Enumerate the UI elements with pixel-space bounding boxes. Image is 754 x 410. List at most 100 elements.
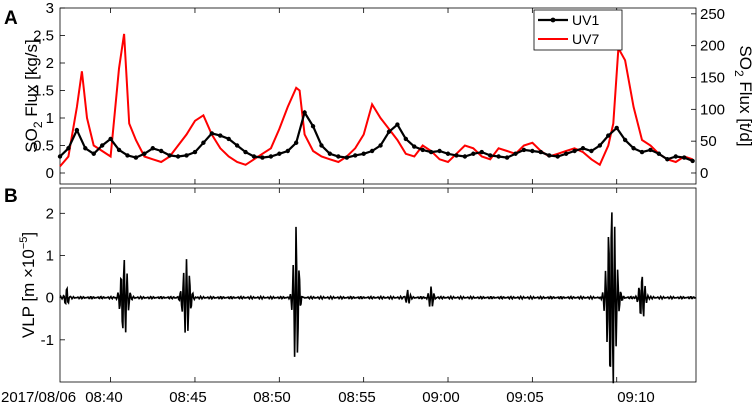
data-point-uv1 xyxy=(420,147,425,153)
data-point-uv1 xyxy=(226,136,231,142)
data-point-uv1 xyxy=(547,153,552,158)
data-point-uv1 xyxy=(555,154,560,159)
data-point-uv1 xyxy=(344,155,349,160)
y-tick-label: 2 xyxy=(46,55,54,72)
series-points-uv1 xyxy=(57,110,695,164)
data-point-uv1 xyxy=(648,147,653,153)
data-point-uv1 xyxy=(319,143,324,148)
data-point-uv1 xyxy=(479,149,484,155)
data-point-uv1 xyxy=(428,149,434,155)
panel-b-axes-box xyxy=(59,187,697,383)
legend: UV1 UV7 xyxy=(533,9,623,51)
data-point-uv1 xyxy=(243,149,248,155)
y2-tick-label: 200 xyxy=(700,38,725,55)
data-point-uv1 xyxy=(504,155,510,160)
y2-tick-label: 250 xyxy=(700,6,725,23)
y2-tick-label: 50 xyxy=(700,133,717,150)
time-tick-label: 08:55 xyxy=(338,389,376,406)
data-point-uv1 xyxy=(192,149,198,155)
time-tick-label: 09:00 xyxy=(422,389,460,406)
data-point-uv1 xyxy=(218,133,223,138)
data-point-uv1 xyxy=(437,148,442,154)
data-point-uv1 xyxy=(580,146,586,151)
data-point-uv1 xyxy=(74,127,80,133)
data-point-uv1 xyxy=(471,151,476,156)
data-point-uv1 xyxy=(673,154,678,159)
panel-b: B -1 0 1 2 VLP [m ×10−5] xyxy=(4,186,697,384)
data-point-uv1 xyxy=(496,154,501,159)
data-point-uv1 xyxy=(639,149,645,155)
y-tick-label: 2 xyxy=(46,205,54,222)
y-tick-label: -1 xyxy=(41,332,54,349)
y-tick-label: 0 xyxy=(46,290,54,307)
data-point-uv1 xyxy=(302,110,307,115)
data-point-uv1 xyxy=(293,140,299,145)
time-tick-label: 2017/08/06 xyxy=(1,389,76,406)
y-tick-label: 1 xyxy=(46,247,54,264)
data-point-uv1 xyxy=(445,151,451,156)
panel-label-a: A xyxy=(4,8,18,29)
legend-box xyxy=(533,9,623,51)
data-point-uv1 xyxy=(412,144,417,149)
data-point-uv1 xyxy=(327,151,333,156)
data-point-uv1 xyxy=(513,151,518,156)
data-point-uv1 xyxy=(260,155,265,160)
data-point-uv1 xyxy=(487,153,493,158)
data-point-uv1 xyxy=(83,146,88,151)
y-tick-label: 1.5 xyxy=(33,83,54,100)
y-tick-label: 1 xyxy=(46,110,54,127)
panel-a-y-ticks: 0 0.5 1 1.5 2 2.5 3 xyxy=(33,0,65,182)
series-line-uv1 xyxy=(59,109,694,162)
data-point-uv1 xyxy=(66,146,71,151)
data-point-uv1 xyxy=(310,124,316,129)
data-point-uv1 xyxy=(386,129,392,134)
data-point-uv1 xyxy=(589,148,594,154)
data-point-uv1 xyxy=(336,154,341,159)
legend-label-uv7: UV7 xyxy=(572,31,599,47)
data-point-uv1 xyxy=(353,153,358,158)
data-point-uv1 xyxy=(108,136,113,142)
y2-tick-label: 100 xyxy=(700,101,725,118)
data-point-uv1 xyxy=(125,153,130,158)
panel-b-y-ticks: -1 0 1 2 xyxy=(41,205,65,349)
data-point-uv1 xyxy=(57,154,63,159)
panel-a-y2-ticks: 0 50 100 150 200 250 xyxy=(691,6,725,182)
data-point-uv1 xyxy=(690,158,695,164)
y-tick-label: 3 xyxy=(46,0,54,17)
data-point-uv1 xyxy=(530,148,535,154)
y-tick-label: 0.5 xyxy=(33,138,54,155)
data-point-uv1 xyxy=(454,153,459,158)
data-point-uv1 xyxy=(656,151,662,156)
panel-a-x-ticks xyxy=(110,8,618,184)
panel-a-axes-box xyxy=(59,7,697,185)
data-point-uv1 xyxy=(175,154,181,159)
panel-label-b: B xyxy=(4,186,18,207)
time-axis: 2017/08/06 08:40 08:45 08:50 08:55 09:00… xyxy=(1,389,655,406)
time-tick-label: 08:50 xyxy=(253,389,291,406)
legend-label-uv1: UV1 xyxy=(572,12,599,28)
data-point-uv1 xyxy=(285,148,290,154)
data-point-uv1 xyxy=(201,140,206,145)
panel-a-y2-axis-label: SO2 Flux [t/d] xyxy=(732,45,754,146)
data-point-uv1 xyxy=(142,151,147,156)
data-point-uv1 xyxy=(614,125,619,131)
data-point-uv1 xyxy=(167,153,172,158)
panel-b-y-axis-label: VLP [m ×10−5] xyxy=(18,232,38,338)
data-point-uv1 xyxy=(150,146,155,151)
data-point-uv1 xyxy=(159,148,164,154)
panel-a-plot xyxy=(57,33,695,168)
data-point-uv1 xyxy=(116,147,122,153)
panel-a: A 0 0.5 1 1.5 2 2.5 3 0 50 100 150 200 250 SO2 Flux… xyxy=(4,0,754,185)
panel-b-x-ticks xyxy=(110,188,618,382)
y2-tick-label: 0 xyxy=(700,165,708,182)
series-line-uv7 xyxy=(59,33,693,168)
data-point-uv1 xyxy=(91,151,96,156)
data-point-uv1 xyxy=(268,154,274,159)
time-tick-label: 08:45 xyxy=(169,389,207,406)
series-line-vlp xyxy=(59,212,697,384)
data-point-uv1 xyxy=(99,143,105,148)
data-point-uv1 xyxy=(665,157,670,162)
data-point-uv1 xyxy=(234,143,240,148)
time-tick-label: 08:40 xyxy=(85,389,123,406)
